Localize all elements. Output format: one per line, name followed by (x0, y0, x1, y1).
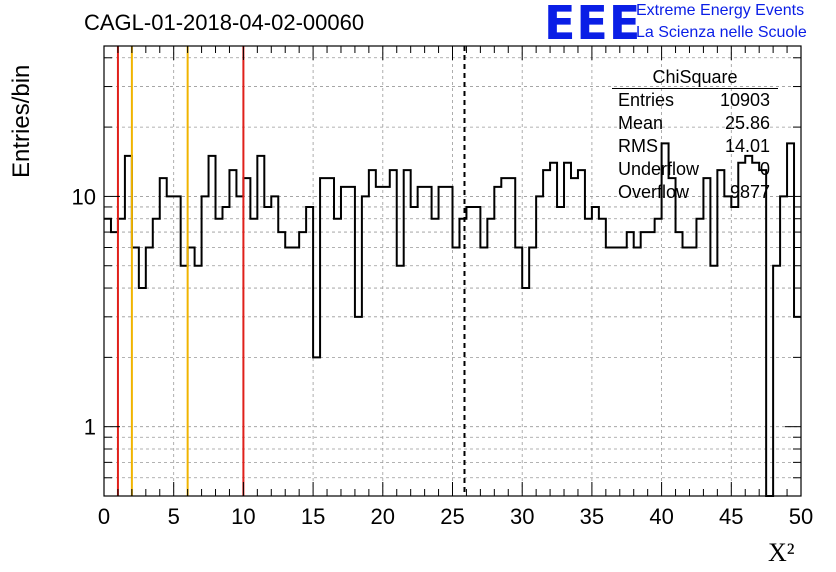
stats-value: 10903 (719, 90, 770, 110)
y-tick-label: 1 (84, 415, 96, 440)
stats-label: Entries (618, 90, 675, 110)
run-title: CAGL-01-2018-04-02-00060 (84, 10, 365, 35)
y-tick-label: 10 (72, 184, 96, 209)
stats-value: 25.86 (724, 113, 770, 133)
stats-box: ChiSquare Entries 10903 Mean 25.86 RMS 1… (612, 66, 778, 204)
marker-lines-layer (116, 46, 466, 496)
x-tick-label: 50 (789, 504, 813, 529)
x-tick-label: 25 (440, 504, 464, 529)
stats-label: Overflow (618, 182, 690, 202)
x-axis-label: X² (768, 538, 795, 567)
stats-row-overflow: Overflow 9877 (612, 181, 778, 204)
x-tick-label: 5 (168, 504, 180, 529)
histogram-layer (104, 142, 801, 497)
x-tick-label: 15 (301, 504, 325, 529)
stats-label: Mean (618, 113, 664, 133)
stats-label: Underflow (618, 159, 700, 179)
eee-logo: EEE (544, 0, 642, 50)
x-tick-label: 45 (719, 504, 743, 529)
stats-title: ChiSquare (612, 66, 778, 89)
stats-value: 0 (759, 159, 770, 179)
stats-row-rms: RMS 14.01 (612, 135, 778, 158)
x-tick-label: 0 (98, 504, 110, 529)
stats-row-underflow: Underflow 0 (612, 158, 778, 181)
x-tick-label: 30 (510, 504, 534, 529)
x-tick-label: 35 (580, 504, 604, 529)
logo-line-2: La Scienza nelle Scuole (636, 24, 807, 41)
y-axis-label: Entries/bin (8, 64, 35, 178)
tick-labels-layer: 0 5 10 15 20 25 30 35 40 45 50 1 10 (72, 184, 814, 529)
histogram-outline (104, 142, 801, 497)
x-tick-label: 10 (231, 504, 255, 529)
x-tick-label: 40 (649, 504, 673, 529)
logo-line-1: Extreme Energy Events (636, 2, 805, 19)
stats-row-mean: Mean 25.86 (612, 112, 778, 135)
stats-row-entries: Entries 10903 (612, 89, 778, 112)
stats-label: RMS (618, 136, 658, 156)
stats-value: 14.01 (724, 136, 770, 156)
stats-value: 9877 (729, 182, 770, 202)
ticks-layer (103, 46, 802, 496)
x-tick-label: 20 (371, 504, 395, 529)
